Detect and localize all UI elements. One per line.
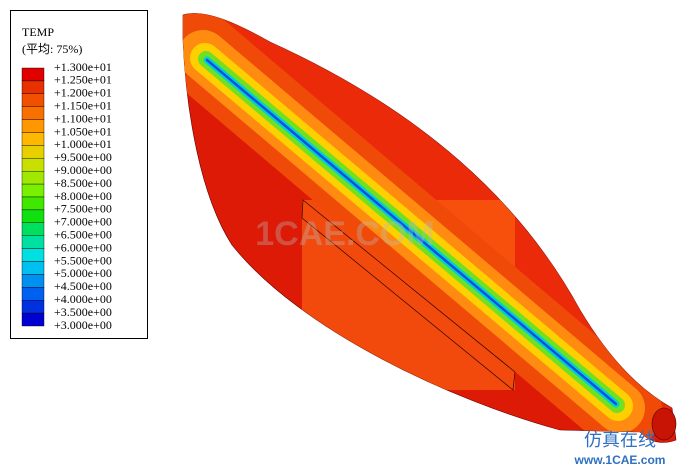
legend-swatch [21,106,45,120]
legend-label: +1.200e+01 [54,86,112,100]
legend-swatch [21,287,45,301]
legend-label: +5.500e+00 [54,253,112,267]
legend-label: +4.500e+00 [54,279,112,293]
legend-swatch [21,158,45,172]
legend-label: +1.100e+01 [54,111,112,125]
legend-swatch [21,261,45,275]
legend-subtitle: (平均: 75%) [22,42,82,56]
legend-swatch [21,93,45,107]
legend-label: +7.500e+00 [54,202,112,216]
legend-swatch [21,67,45,82]
legend-label: +1.000e+01 [54,137,112,151]
model [182,13,677,443]
legend-swatch [21,170,45,185]
contour [183,13,672,443]
legend-title: TEMP [22,25,54,39]
watermark-center: 1CAE.COM [255,215,434,253]
legend-swatch [21,80,45,95]
legend-swatch [21,119,45,133]
legend-swatch [21,274,45,288]
legend-label: +3.500e+00 [54,305,112,319]
legend-label: +1.250e+01 [54,73,112,87]
legend-label: +8.000e+00 [54,189,112,203]
legend-swatch [21,248,45,262]
legend-label: +8.500e+00 [54,176,112,190]
legend-label: +1.150e+01 [54,98,112,112]
legend-label: +9.000e+00 [54,163,112,177]
legend-swatch [21,312,45,327]
legend: +1.300e+01+1.250e+01+1.200e+01+1.150e+01… [21,60,112,332]
legend-swatch [21,222,45,236]
legend-swatch [21,183,45,198]
legend-label: +5.000e+00 [54,266,112,280]
legend-swatch [21,145,45,159]
legend-label: +6.000e+00 [54,240,112,254]
legend-label: +4.000e+00 [54,292,112,306]
legend-swatch [21,209,45,223]
legend-swatch [21,235,45,249]
legend-swatch [21,132,45,146]
watermark-url: www.1CAE.com [574,453,666,467]
legend-swatch [21,196,45,211]
legend-label: +6.500e+00 [54,227,112,241]
legend-swatch [21,300,45,314]
legend-label: +1.050e+01 [54,124,112,138]
legend-label: +7.000e+00 [54,215,112,229]
legend-label: +1.300e+01 [54,60,112,74]
legend-label: +3.000e+00 [54,318,112,332]
watermark-brand: 仿真在线 [584,430,656,451]
legend-label: +9.500e+00 [54,150,112,164]
